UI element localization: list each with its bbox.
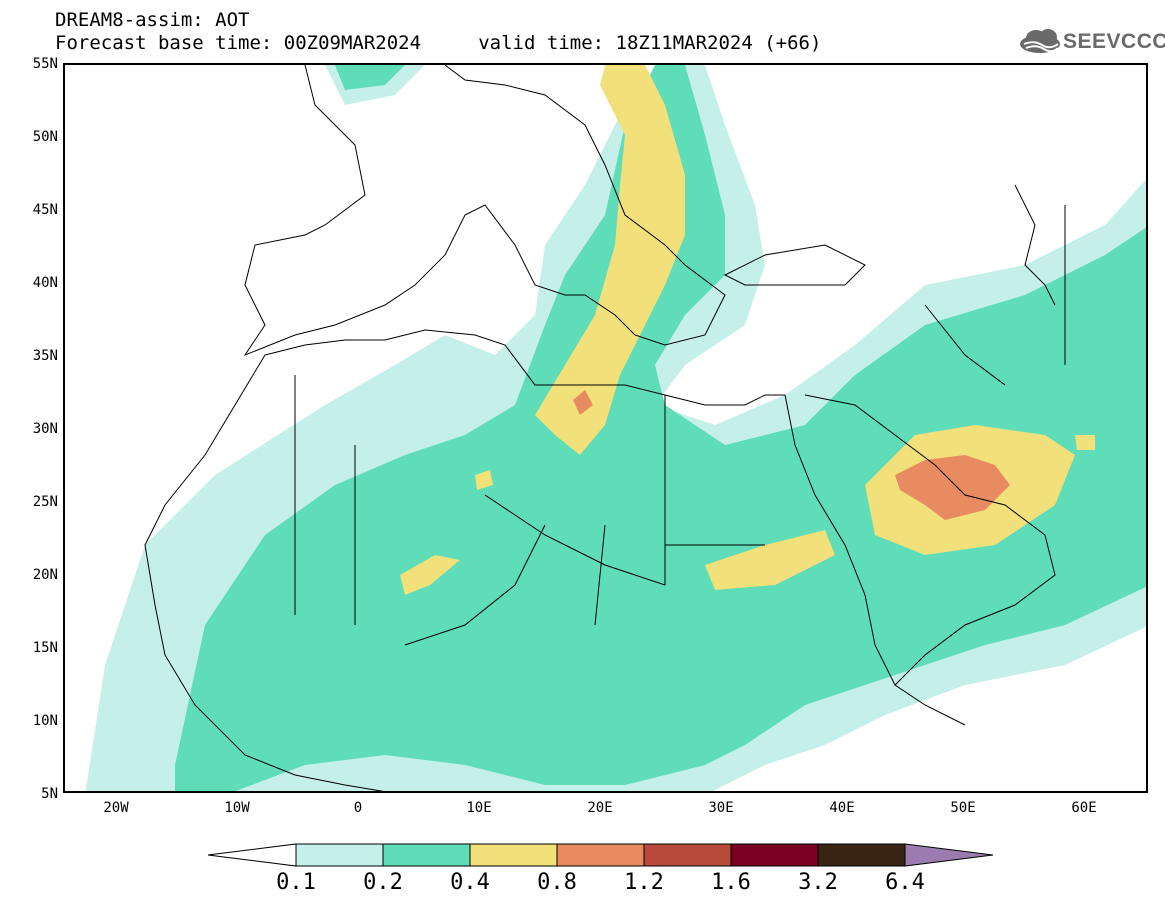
- lat-label: 25N: [32, 494, 58, 510]
- lon-label: 40E: [829, 800, 855, 816]
- aot-field: [85, 65, 1146, 791]
- coastline-caspian: [1014, 184, 1056, 306]
- coastline-arabia: [804, 394, 1056, 686]
- aot-band-high: [535, 65, 685, 455]
- colorbar-label: 3.2: [798, 870, 838, 895]
- colorbar-segment: [382, 843, 471, 867]
- aot-band-high: [400, 555, 460, 595]
- lon-label: 30E: [708, 800, 734, 816]
- aot-band-high: [705, 530, 835, 590]
- colorbar-label: 0.1: [276, 870, 316, 895]
- colorbar-segment: [730, 843, 819, 867]
- lat-label: 30N: [32, 421, 58, 437]
- coastline-red-sea: [784, 394, 966, 726]
- aot-band-very-high: [573, 390, 593, 415]
- aot-band-medium: [175, 65, 1146, 791]
- lat-label: 15N: [32, 640, 58, 656]
- lon-label: 20E: [587, 800, 613, 816]
- lon-label: 60E: [1071, 800, 1097, 816]
- cloud-icon: [1020, 29, 1060, 53]
- coastline-africa-north: [264, 329, 785, 406]
- lat-label: 40N: [32, 275, 58, 291]
- colorbar-segment: [817, 843, 906, 867]
- colorbar-segment: [643, 843, 732, 867]
- colorbar-segment: [295, 843, 384, 867]
- lat-label: 50N: [32, 129, 58, 145]
- aot-band-medium: [335, 65, 405, 90]
- map-title: DREAM8-assim: AOT: [55, 9, 250, 31]
- coastlines: [144, 65, 1066, 791]
- lon-label: 10W: [224, 800, 250, 816]
- colorbar-arrow-low: [207, 843, 297, 867]
- lon-label: 10E: [466, 800, 492, 816]
- lon-label: 0: [353, 800, 363, 816]
- coastline-black-sea: [723, 244, 866, 286]
- coastline-europe: [243, 65, 726, 357]
- lon-label: 20W: [103, 800, 129, 816]
- border-lines: [294, 205, 1066, 646]
- colorbar-label: 6.4: [885, 870, 925, 895]
- lat-label: 55N: [32, 56, 58, 72]
- map-area: [63, 63, 1148, 793]
- colorbar-label: 0.4: [450, 870, 490, 895]
- lat-label: 10N: [32, 713, 58, 729]
- lon-label: 50E: [950, 800, 976, 816]
- colorbar-segment: [556, 843, 645, 867]
- colorbar-label: 0.2: [363, 870, 403, 895]
- seevccc-logo: [1020, 29, 1060, 53]
- colorbar: [207, 843, 994, 867]
- aot-band-high: [1075, 435, 1095, 450]
- map-subtitle: Forecast base time: 00Z09MAR2024 valid t…: [55, 32, 822, 54]
- lat-label: 20N: [32, 567, 58, 583]
- colorbar-label: 1.6: [711, 870, 751, 895]
- lat-label: 5N: [41, 786, 58, 802]
- map-canvas: [85, 65, 1146, 791]
- aot-band-high: [475, 470, 493, 490]
- aot-band-very-high: [895, 455, 1010, 520]
- colorbar-label: 1.2: [624, 870, 664, 895]
- colorbar-segment: [469, 843, 558, 867]
- lat-label: 45N: [32, 202, 58, 218]
- lat-label: 35N: [32, 348, 58, 364]
- logo-text: SEEVCCC: [1063, 30, 1165, 53]
- colorbar-arrow-high: [904, 843, 994, 867]
- colorbar-label: 0.8: [537, 870, 577, 895]
- coastline-west-africa: [144, 354, 385, 791]
